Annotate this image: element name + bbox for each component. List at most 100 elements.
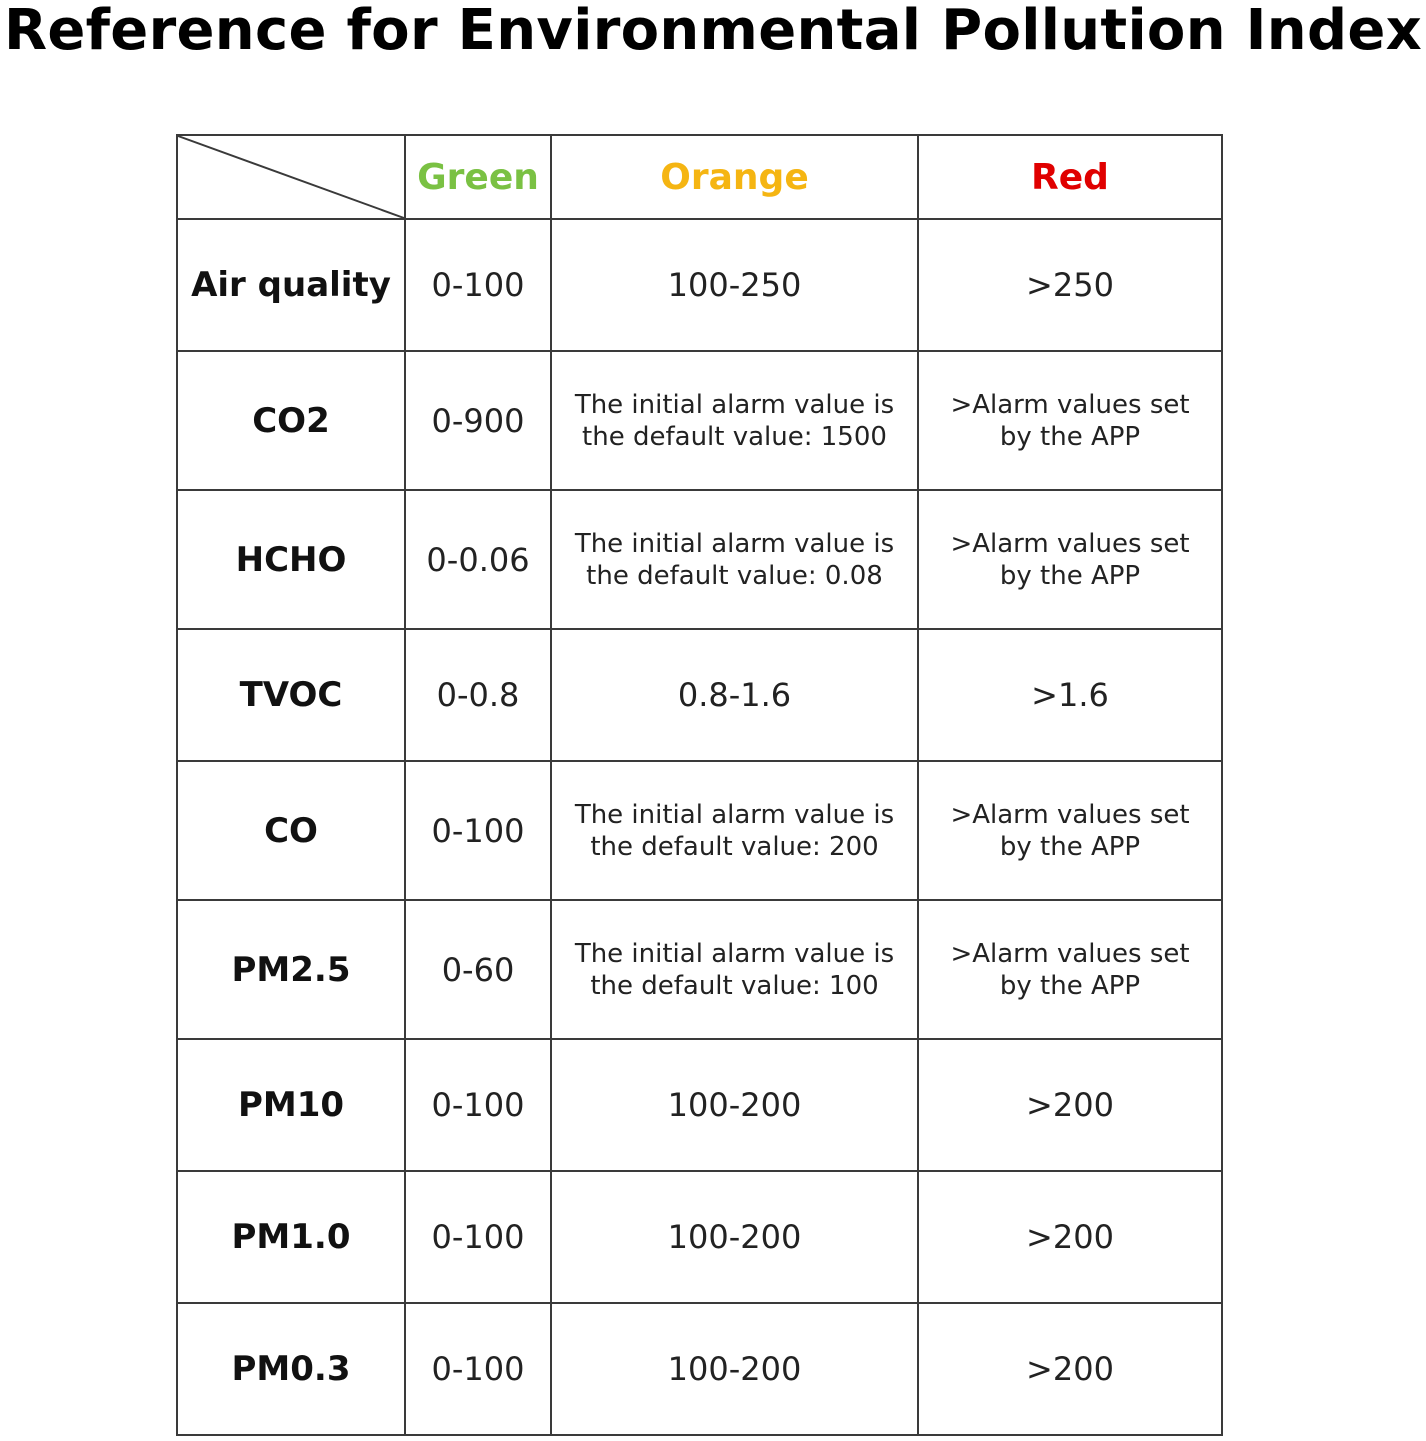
row-name-cell: HCHO [176, 489, 406, 630]
row-name: CO2 [252, 400, 330, 441]
cell-orange: 100-200 [550, 1170, 919, 1304]
cell-green-value: 0-60 [441, 950, 515, 989]
cell-red-value: >200 [1026, 1218, 1114, 1256]
cell-orange: The initial alarm value is the default va… [550, 489, 919, 630]
note-line: The initial alarm value is [574, 799, 895, 830]
note-line: >Alarm values set [950, 938, 1190, 969]
note-line: >Alarm values set [950, 799, 1190, 830]
row-name-cell: PM0.3 [176, 1302, 406, 1436]
header-orange: Orange [550, 134, 919, 220]
pollution-index-table: Green Orange Red Air quality 0-100 100-250… [176, 134, 1223, 1436]
cell-red-value: >250 [1026, 266, 1114, 304]
note-line: by the APP [999, 831, 1141, 862]
note-line: the default value: 0.08 [586, 560, 883, 591]
note-line: The initial alarm value is [574, 938, 895, 969]
row-name: TVOC [239, 675, 343, 715]
cell-orange: 0.8-1.6 [550, 628, 919, 762]
page-title: Reference for Environmental Pollution In… [3, 0, 1423, 63]
note-line: >Alarm values set [950, 528, 1190, 559]
cell-red: >Alarm values set by the APP [917, 899, 1223, 1040]
header-red-label: Red [1031, 156, 1109, 198]
cell-green-value: 0-0.06 [426, 540, 530, 579]
cell-red-value: >200 [1026, 1350, 1114, 1388]
cell-orange-note: The initial alarm value is the default va… [575, 389, 894, 453]
header-red: Red [917, 134, 1223, 220]
cell-orange-value: 100-200 [667, 1086, 802, 1124]
corner-cell [176, 134, 406, 220]
cell-red: >Alarm values set by the APP [917, 760, 1223, 901]
cell-red-value: >200 [1026, 1086, 1114, 1124]
cell-orange-value: 100-200 [667, 1218, 802, 1256]
row-name: CO [264, 810, 318, 851]
cell-red: >200 [917, 1038, 1223, 1172]
row-name-cell: PM2.5 [176, 899, 406, 1040]
cell-red-note: >Alarm values set by the APP [950, 389, 1189, 453]
row-name-cell: CO2 [176, 350, 406, 491]
header-green: Green [404, 134, 552, 220]
cell-orange: 100-200 [550, 1302, 919, 1436]
table-row: PM2.5 0-60 The initial alarm value is the d… [176, 899, 1223, 1040]
note-line: The initial alarm value is [574, 528, 895, 559]
row-name-cell: PM1.0 [176, 1170, 406, 1304]
row-name: PM0.3 [231, 1349, 351, 1389]
table-row: CO2 0-900 The initial alarm value is the de… [176, 350, 1223, 491]
cell-green: 0-100 [404, 1038, 552, 1172]
note-line: by the APP [999, 421, 1141, 452]
cell-green-value: 0-0.8 [436, 676, 520, 714]
table-row: PM0.3 0-100 100-200 >200 [176, 1302, 1223, 1436]
row-name: HCHO [235, 539, 347, 580]
header-row: Green Orange Red [176, 134, 1223, 220]
note-line: The initial alarm value is [574, 389, 895, 420]
cell-green: 0-900 [404, 350, 552, 491]
note-line: by the APP [999, 560, 1141, 591]
table-row: PM10 0-100 100-200 >200 [176, 1038, 1223, 1172]
cell-green-value: 0-100 [431, 1086, 525, 1124]
cell-orange: 100-200 [550, 1038, 919, 1172]
header-green-label: Green [417, 156, 539, 198]
cell-green-value: 0-100 [431, 266, 525, 304]
row-name: PM1.0 [231, 1217, 351, 1257]
cell-green: 0-100 [404, 760, 552, 901]
note-line: the default value: 200 [590, 831, 879, 862]
cell-green-value: 0-100 [431, 1218, 525, 1256]
table-row: PM1.0 0-100 100-200 >200 [176, 1170, 1223, 1304]
cell-red-note: >Alarm values set by the APP [950, 528, 1189, 592]
cell-red-value: >1.6 [1031, 676, 1109, 714]
cell-green: 0-100 [404, 1170, 552, 1304]
table-row: CO 0-100 The initial alarm value is the def… [176, 760, 1223, 901]
cell-red: >200 [917, 1302, 1223, 1436]
cell-orange: The initial alarm value is the default va… [550, 899, 919, 1040]
row-name: Air quality [191, 265, 391, 305]
cell-orange: The initial alarm value is the default va… [550, 350, 919, 491]
cell-orange-note: The initial alarm value is the default va… [575, 799, 894, 863]
row-name-cell: PM10 [176, 1038, 406, 1172]
cell-green: 0-100 [404, 1302, 552, 1436]
cell-red: >200 [917, 1170, 1223, 1304]
note-line: the default value: 100 [590, 970, 879, 1001]
cell-green-value: 0-100 [431, 1350, 525, 1388]
row-name-cell: Air quality [176, 218, 406, 352]
cell-green: 0-0.06 [404, 489, 552, 630]
cell-orange-value: 100-250 [667, 266, 802, 304]
cell-red: >1.6 [917, 628, 1223, 762]
cell-red-note: >Alarm values set by the APP [950, 799, 1189, 863]
cell-red: >Alarm values set by the APP [917, 350, 1223, 491]
note-line: by the APP [999, 970, 1141, 1001]
cell-green-value: 0-100 [431, 811, 525, 850]
note-line: >Alarm values set [950, 389, 1190, 420]
row-name-cell: TVOC [176, 628, 406, 762]
cell-orange-value: 100-200 [667, 1350, 802, 1388]
cell-green: 0-0.8 [404, 628, 552, 762]
cell-orange: The initial alarm value is the default va… [550, 760, 919, 901]
row-name: PM2.5 [231, 949, 351, 990]
cell-green-value: 0-900 [431, 401, 525, 440]
cell-orange-value: 0.8-1.6 [677, 676, 792, 714]
table-row: TVOC 0-0.8 0.8-1.6 >1.6 [176, 628, 1223, 762]
cell-red: >250 [917, 218, 1223, 352]
cell-orange-note: The initial alarm value is the default va… [575, 528, 894, 592]
table-row: Air quality 0-100 100-250 >250 [176, 218, 1223, 352]
diagonal-divider [179, 137, 403, 217]
cell-orange-note: The initial alarm value is the default va… [575, 938, 894, 1002]
cell-orange: 100-250 [550, 218, 919, 352]
header-orange-label: Orange [660, 156, 809, 198]
